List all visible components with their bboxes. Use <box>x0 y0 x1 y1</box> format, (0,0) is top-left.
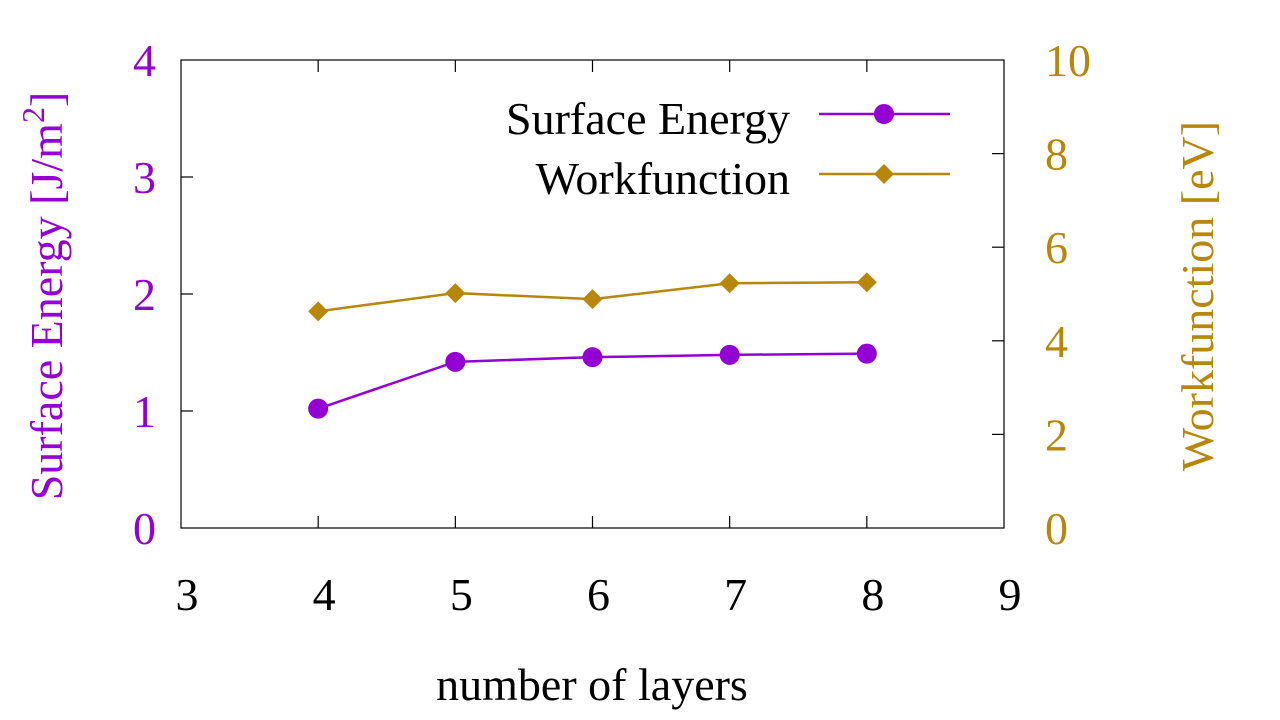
y-right-tick-label-2: 2 <box>1045 409 1068 460</box>
data-point-surface-energy-5 <box>445 351 466 372</box>
x-tick-label-8: 8 <box>861 569 884 620</box>
y-left-axis-title-close: ] <box>21 92 72 107</box>
x-tick-label-5: 5 <box>450 569 473 620</box>
y-right-axis-title: Workfunction [eV] <box>1172 121 1223 471</box>
y-right-tick-label-0: 0 <box>1045 503 1068 554</box>
legend-marker-workfunction <box>874 164 894 184</box>
series-layer <box>308 272 877 419</box>
y-right-tick-label-6: 6 <box>1045 222 1068 273</box>
data-point-workfunction-5 <box>445 283 466 304</box>
y-left-tick-label-0: 0 <box>133 503 156 554</box>
legend-label-surface-energy: Surface Energy <box>506 93 790 144</box>
y-right-tick-label-8: 8 <box>1045 129 1068 180</box>
data-point-surface-energy-7 <box>719 344 740 365</box>
y-right-tick-label-4: 4 <box>1045 316 1068 367</box>
y-left-axis-title: Surface Energy [J/m2] <box>15 92 72 501</box>
x-tick-label-7: 7 <box>724 569 747 620</box>
y-left-tick-label-4: 4 <box>133 35 156 86</box>
plot-frame <box>180 59 1005 529</box>
x-tick-label-4: 4 <box>313 569 336 620</box>
x-tick-label-3: 3 <box>176 569 199 620</box>
y-left-axis-title-main: Surface Energy [J/m <box>21 123 72 500</box>
data-point-workfunction-6 <box>582 289 603 310</box>
x-axis-title: number of layers <box>436 659 748 710</box>
y-right-tick-label-10: 10 <box>1045 35 1091 86</box>
data-point-surface-energy-8 <box>856 343 877 364</box>
data-point-surface-energy-6 <box>582 347 603 368</box>
data-point-workfunction-4 <box>308 301 329 322</box>
y-left-tick-label-1: 1 <box>133 386 156 437</box>
legend: Surface Energy Workfunction <box>506 93 950 204</box>
x-tick-label-9: 9 <box>999 569 1022 620</box>
legend-label-workfunction: Workfunction <box>536 153 790 204</box>
y-left-tick-label-2: 2 <box>133 269 156 320</box>
x-tick-label-6: 6 <box>587 569 610 620</box>
data-point-workfunction-7 <box>719 273 740 294</box>
data-point-surface-energy-4 <box>308 398 329 419</box>
data-point-workfunction-8 <box>856 272 877 293</box>
y-left-axis-title-superscript: 2 <box>15 107 51 123</box>
legend-marker-surface-energy <box>874 104 894 124</box>
ticks-layer <box>181 60 1004 528</box>
y-left-tick-label-3: 3 <box>133 152 156 203</box>
